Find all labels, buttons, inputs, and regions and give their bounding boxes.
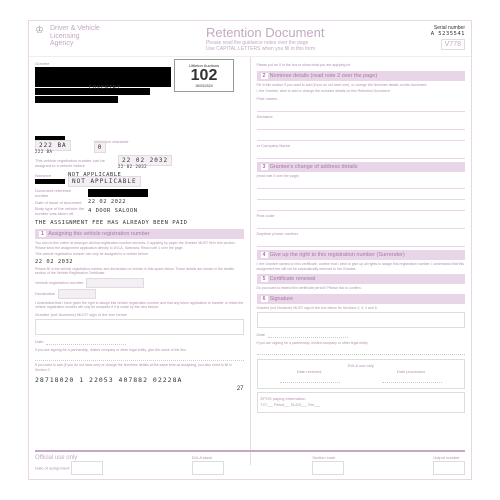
crest-icon: ♔ <box>35 25 44 48</box>
surname-input[interactable] <box>257 121 466 130</box>
agency-name: Driver & Vehicle Licensing Agency <box>50 25 100 48</box>
section-3-header: 3Grantee's change of address details <box>257 162 466 172</box>
fee-paid-notice: THE ASSIGNMENT FEE HAS ALREADY BEEN PAID <box>35 220 244 226</box>
footer: Official use only Date of assignment DVL… <box>35 450 465 475</box>
document-title: Retention Document <box>206 25 325 40</box>
left-column: Grantee COVENTRY Littleton Auctions 102 … <box>29 57 251 465</box>
form-code: V778 <box>441 39 465 50</box>
document-header: ♔ Driver & Vehicle Licensing Agency Rete… <box>29 21 471 57</box>
lot-number: 102 <box>178 68 230 84</box>
section-4-header: 4Give up the right to this registration … <box>257 250 466 260</box>
section-2-header: 2Nominee details (read note 2 over the p… <box>257 71 466 81</box>
company-input[interactable] <box>257 150 466 159</box>
section-6-header: 6Signature <box>257 294 466 304</box>
signature-box-left[interactable] <box>35 319 244 335</box>
serial-area: Serial number A 5235541 V778 <box>431 25 465 50</box>
first-names-input[interactable] <box>257 103 466 112</box>
section-1-header: 1Assigning this vehicle registration num… <box>35 229 244 239</box>
auction-label: Littleton Auctions 102 18/03/2024 <box>174 59 234 92</box>
redacted-block <box>35 67 171 87</box>
section-5-header: 5Certificate renewal <box>257 274 466 284</box>
barcode-text: 28718020 1 22053 407882 02228A <box>35 376 244 384</box>
signature-box-right[interactable] <box>257 312 466 328</box>
right-column: Please put an X in the box to show what … <box>251 57 472 465</box>
location-text: COVENTRY <box>89 85 121 91</box>
